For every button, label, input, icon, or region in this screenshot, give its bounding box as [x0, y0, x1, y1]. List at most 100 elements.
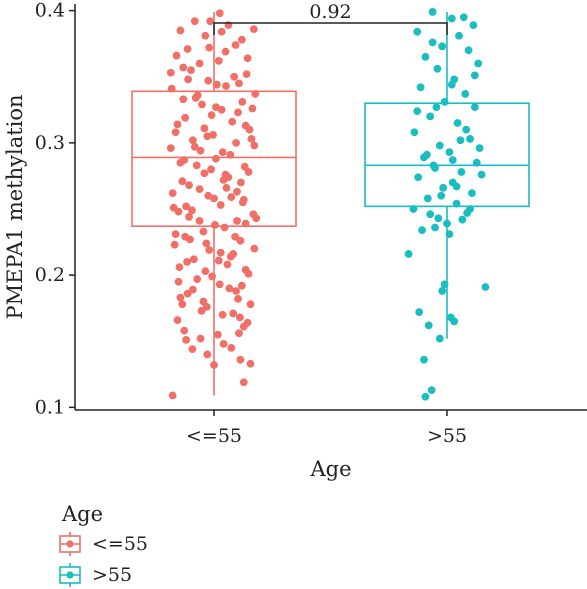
legend-key-dot: [66, 540, 74, 548]
data-point: [452, 199, 461, 208]
data-point: [428, 38, 437, 47]
data-point: [202, 239, 211, 248]
data-point: [212, 154, 220, 163]
data-point: [461, 90, 470, 98]
data-point: [443, 219, 451, 228]
data-point: [232, 287, 240, 295]
data-point: [199, 227, 208, 236]
data-point: [196, 146, 205, 155]
data-point: [416, 83, 425, 92]
data-point: [171, 128, 180, 137]
data-point: [470, 103, 479, 112]
legend-entry-label: <=55: [92, 533, 148, 555]
data-point: [166, 144, 175, 153]
data-point: [245, 125, 254, 134]
y-tick-label: 0.2: [35, 264, 65, 286]
data-point: [241, 265, 250, 274]
data-point: [233, 216, 241, 225]
data-point: [182, 202, 191, 211]
data-point: [176, 293, 185, 302]
data-point: [477, 170, 486, 179]
data-point: [433, 64, 442, 73]
data-point: [236, 313, 244, 322]
data-point: [248, 104, 257, 113]
data-point: [172, 51, 181, 60]
data-point: [203, 132, 212, 141]
data-point: [236, 178, 245, 187]
data-point: [168, 189, 177, 198]
data-point: [237, 35, 246, 44]
data-point: [207, 165, 216, 174]
data-point: [231, 232, 240, 241]
data-point: [246, 359, 255, 368]
data-point: [427, 386, 436, 395]
x-tick-label: >55: [427, 425, 467, 447]
data-point: [422, 150, 431, 159]
data-point: [176, 26, 185, 35]
data-point: [212, 80, 221, 89]
data-point: [201, 267, 210, 276]
data-point: [249, 25, 258, 34]
data-point: [223, 260, 232, 269]
data-point: [190, 142, 199, 151]
data-point: [222, 183, 231, 192]
data-point: [185, 181, 193, 190]
data-point: [456, 136, 465, 145]
p-value-label: 0.92: [309, 1, 351, 23]
data-point: [230, 72, 239, 81]
data-point: [466, 134, 474, 143]
data-point: [218, 148, 227, 157]
data-point: [432, 103, 441, 112]
data-point: [217, 27, 226, 36]
data-point: [250, 141, 259, 150]
data-point: [439, 183, 448, 192]
data-point: [234, 108, 242, 117]
data-point: [193, 275, 202, 283]
data-point: [188, 136, 197, 145]
data-point: [199, 297, 208, 306]
data-point: [210, 361, 218, 369]
data-point: [446, 313, 455, 322]
data-point: [458, 215, 467, 224]
data-point: [226, 150, 235, 159]
data-point: [170, 240, 179, 249]
data-point: [180, 326, 189, 335]
data-point: [167, 84, 176, 93]
data-point: [220, 223, 229, 232]
data-point: [481, 283, 490, 291]
data-point: [205, 43, 214, 52]
data-point: [242, 70, 251, 78]
data-point: [241, 219, 250, 228]
data-point: [179, 95, 188, 104]
data-point: [173, 316, 182, 324]
data-point: [219, 339, 228, 348]
data-point: [171, 230, 180, 239]
data-point: [214, 56, 223, 65]
data-point: [426, 112, 435, 121]
data-point: [186, 235, 194, 244]
y-tick-label: 0.1: [35, 396, 65, 418]
data-point: [174, 207, 183, 216]
data-point: [464, 46, 473, 55]
data-point: [183, 257, 192, 266]
data-point: [452, 182, 461, 191]
data-point: [421, 52, 430, 61]
data-point: [207, 111, 216, 119]
data-point: [234, 295, 242, 303]
data-point: [208, 272, 216, 281]
data-point: [198, 100, 206, 109]
data-point: [424, 321, 433, 330]
data-point: [229, 309, 238, 318]
data-point: [204, 76, 213, 85]
data-point: [410, 128, 419, 137]
data-point: [440, 97, 449, 106]
data-point: [225, 284, 234, 293]
data-point: [237, 281, 246, 290]
data-point: [200, 124, 209, 133]
data-point: [238, 97, 247, 106]
data-point: [459, 13, 468, 22]
data-point: [175, 263, 184, 272]
data-point: [414, 173, 423, 182]
data-point: [197, 306, 206, 315]
